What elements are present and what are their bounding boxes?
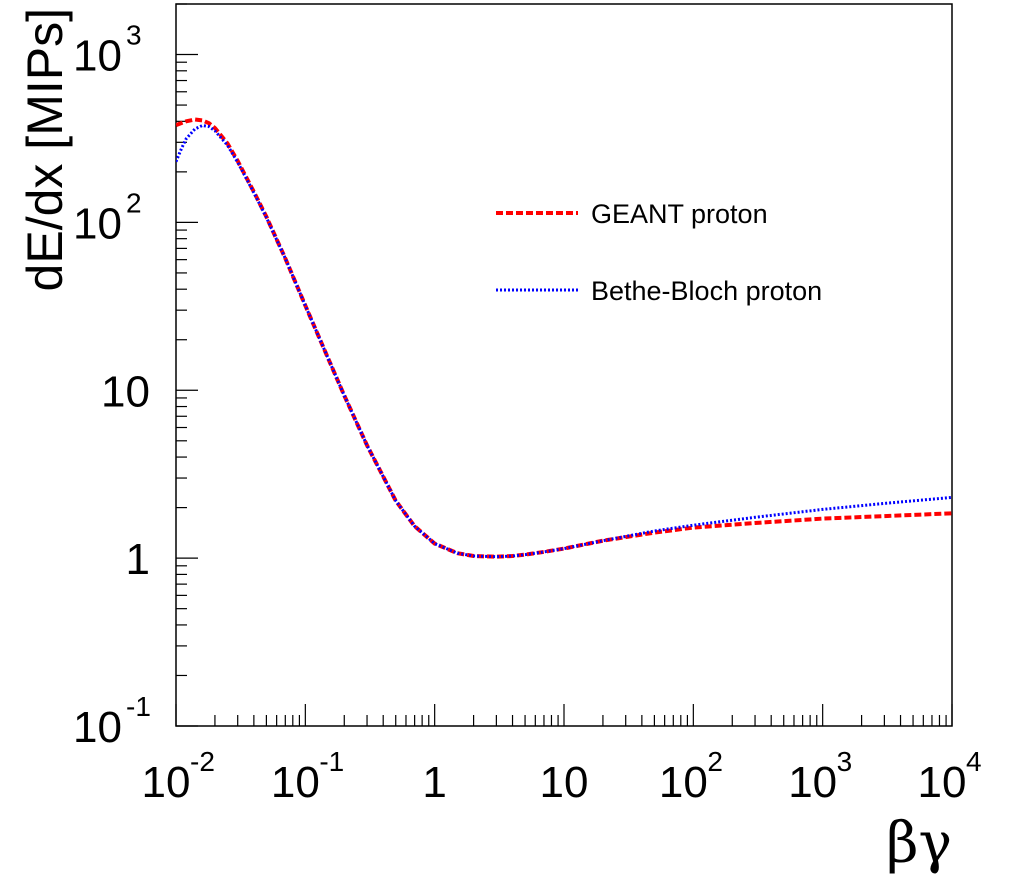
x-tick-exponent: 3	[837, 746, 853, 777]
series-layer	[176, 117, 952, 559]
x-tick-exponent: 2	[707, 746, 723, 777]
x-axis: 10 -2 10 -1 1 10 10 2 10 3 10 4	[142, 704, 982, 807]
x-tick-exponent: -1	[319, 746, 344, 777]
y-tick-label: 1	[126, 535, 150, 584]
x-tick-label: 1	[422, 758, 446, 807]
y-tick-exponent: 2	[126, 187, 142, 218]
legend-label: GEANT proton	[591, 199, 768, 229]
legend-label: Bethe-Bloch proton	[591, 276, 822, 306]
y-tick-label: 10	[73, 32, 122, 81]
y-tick-label: 10	[101, 367, 150, 416]
y-axis-title: dE/dx [MIPs]	[17, 8, 73, 291]
x-tick-label: 10	[142, 758, 191, 807]
x-tick-label: 10	[659, 758, 708, 807]
x-tick-label: 10	[540, 758, 589, 807]
y-tick-label: 10	[73, 703, 122, 752]
x-tick-exponent: -2	[190, 746, 215, 777]
y-tick-exponent: -1	[126, 691, 151, 722]
plot-border	[175, 3, 953, 727]
x-tick-label: 10	[271, 758, 320, 807]
x-tick-label: 10	[918, 758, 967, 807]
series-line-bethe-bloch-proton	[176, 123, 952, 559]
y-tick-exponent: 3	[126, 20, 142, 51]
series-line-geant-proton	[176, 117, 952, 559]
y-tick-label: 10	[73, 199, 122, 248]
plot-frame	[175, 3, 953, 727]
x-tick-label: 10	[788, 758, 837, 807]
legend: GEANT proton Bethe-Bloch proton	[496, 199, 822, 306]
x-axis-title: βγ	[886, 811, 952, 875]
x-tick-exponent: 4	[966, 746, 982, 777]
